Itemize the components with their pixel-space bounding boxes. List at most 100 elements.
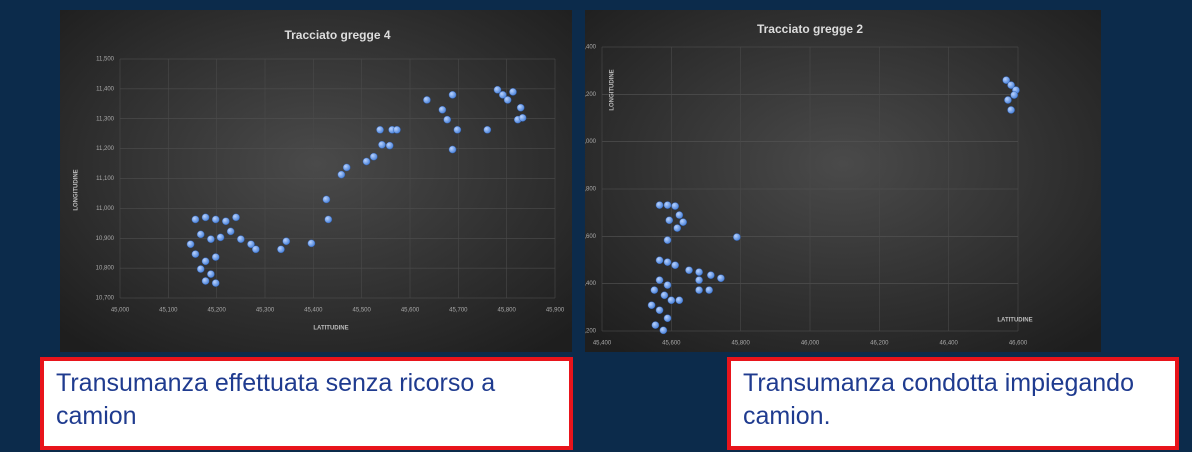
scatter-point (655, 306, 664, 314)
y-tick-label: 11,300 (96, 116, 115, 122)
x-tick-label: 45,800 (731, 341, 750, 347)
scatter-point (651, 321, 660, 329)
scatter-point (196, 265, 205, 273)
scatter-point (252, 245, 260, 254)
scatter-point (1007, 81, 1015, 89)
scatter-point (448, 145, 457, 154)
x-tick-label: 45,800 (497, 308, 516, 314)
y-axis-label: LONGITUDINE (74, 169, 80, 210)
y-tick-label: 11,200 (585, 92, 597, 98)
chart-background (585, 10, 1101, 352)
scatter-point (503, 96, 512, 104)
scatter-point (211, 215, 220, 224)
scatter-point (307, 239, 316, 248)
x-tick-label: 45,300 (256, 308, 275, 314)
y-tick-label: 10,900 (96, 236, 115, 242)
x-tick-label: 46,000 (801, 341, 820, 347)
scatter-point (675, 296, 684, 305)
scatter-point (337, 170, 346, 179)
scatter-point (211, 253, 220, 261)
scatter-point (423, 96, 431, 104)
chart-background (60, 10, 572, 352)
scatter-point (655, 276, 664, 284)
y-axis-label: LONGITUDINE (610, 69, 616, 110)
x-tick-label: 45,700 (449, 308, 468, 314)
y-tick-label: 10,800 (585, 187, 597, 193)
scatter-point (201, 257, 210, 266)
chart: 10,700 10,800 10,900 11,000 11,100 11,200 11,3… (60, 10, 572, 352)
x-axis-label: LATITUDINE (313, 326, 348, 332)
scatter-point (385, 141, 394, 150)
scatter-point (665, 216, 674, 225)
y-tick-label: 11,400 (585, 45, 597, 51)
x-tick-label: 46,600 (1009, 341, 1028, 347)
scatter-point (211, 279, 220, 287)
y-tick-label: 10,400 (585, 281, 597, 287)
scatter-point (201, 213, 210, 222)
scatter-point (673, 224, 682, 232)
x-tick-label: 45,600 (401, 308, 420, 314)
scatter-point (671, 202, 679, 210)
x-tick-label: 45,400 (593, 341, 612, 347)
x-tick-label: 46,200 (870, 341, 889, 347)
scatter-point (663, 201, 672, 209)
scatter-point (493, 85, 502, 94)
y-tick-label: 11,000 (96, 206, 115, 212)
scatter-point (516, 103, 525, 112)
x-axis-label: LATITUDINE (997, 318, 1032, 324)
scatter-point (671, 261, 679, 270)
scatter-point (207, 270, 215, 278)
scatter-point (655, 256, 664, 265)
scatter-point (237, 235, 245, 243)
scatter-point (438, 105, 447, 114)
scatter-point (663, 258, 672, 266)
scatter-point (191, 215, 200, 224)
chart: 10,200 10,400 10,600 10,800 11,000 11,200 11,4… (585, 10, 1101, 352)
scatter-point (247, 240, 255, 249)
caption: Transumanza condotta impiegando camion. (727, 357, 1179, 450)
scatter-point (448, 91, 457, 99)
scatter-point (207, 235, 215, 243)
scatter-point (282, 237, 291, 246)
scatter-point (717, 274, 725, 283)
x-tick-label: 45,600 (662, 341, 681, 347)
scatter-point (483, 126, 492, 134)
scatter-point (705, 286, 713, 294)
y-tick-label: 10,200 (585, 329, 597, 335)
scatter-point (342, 163, 351, 172)
scatter-point (660, 291, 669, 300)
y-tick-label: 11,000 (585, 139, 597, 145)
scatter-point (498, 91, 507, 99)
scatter-point (322, 195, 331, 204)
y-tick-label: 10,800 (96, 266, 115, 272)
scatter-point (277, 245, 285, 254)
scatter-point (393, 126, 401, 134)
scatter-point (369, 152, 378, 161)
scatter-point (232, 213, 240, 222)
scatter-point (362, 157, 371, 166)
scatter-point (733, 233, 741, 241)
x-tick-label: 45,500 (352, 308, 371, 314)
y-tick-label: 11,200 (96, 146, 115, 152)
scatter-point (667, 296, 676, 305)
scatter-point (222, 217, 230, 226)
scatter-point (201, 277, 210, 285)
scatter-point (509, 88, 517, 96)
caption: Transumanza effettuata senza ricorso a c… (40, 357, 573, 450)
scatter-point (378, 140, 386, 149)
scatter-point (191, 250, 200, 258)
scatter-point (695, 268, 703, 276)
scatter-point (659, 326, 668, 335)
scatter-point (695, 276, 703, 284)
scatter-point (186, 240, 195, 249)
scatter-point (675, 211, 684, 219)
scatter-point (1010, 91, 1018, 99)
scatter-point (655, 201, 664, 209)
scatter-point (443, 115, 452, 124)
scatter-point (679, 218, 687, 226)
y-tick-label: 11,500 (96, 57, 115, 63)
x-tick-label: 45,200 (207, 308, 226, 314)
y-tick-label: 10,600 (585, 234, 597, 240)
y-tick-label: 11,400 (96, 86, 115, 92)
